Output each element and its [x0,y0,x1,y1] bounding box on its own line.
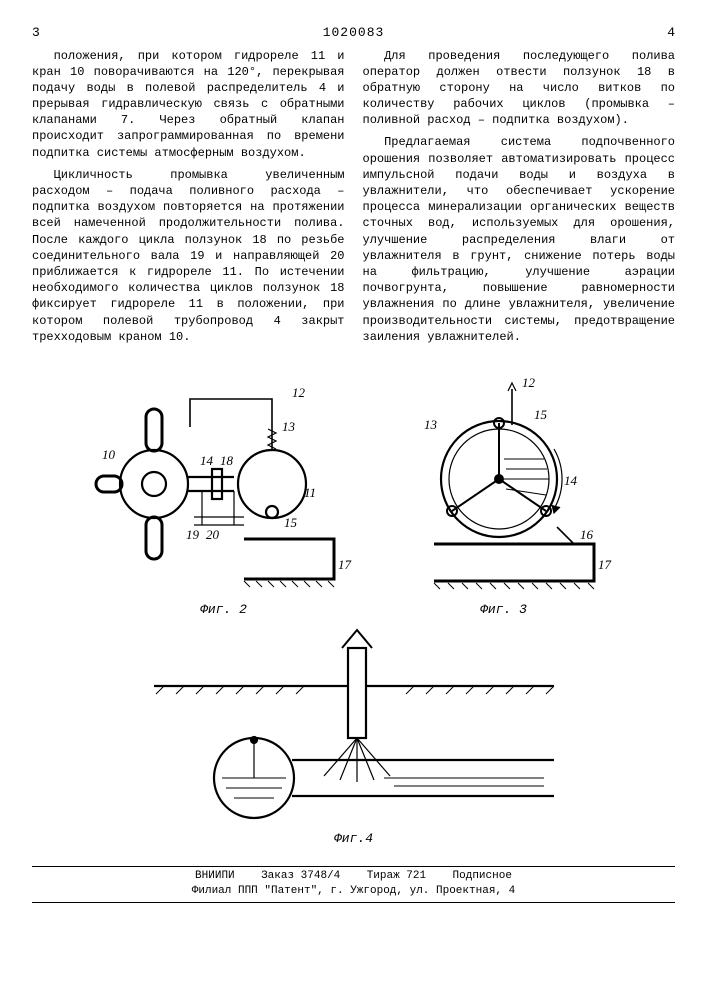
imprint-tirazh: Тираж 721 [367,870,426,882]
callout-11: 11 [304,485,316,500]
figure-3: 12 13 14 15 16 17 Фиг. 3 [394,369,614,619]
callout-17: 17 [338,557,352,572]
callout-18: 18 [220,453,234,468]
page-header: 3 1020083 4 [32,24,675,42]
column-right: Для проведения последующего полива опера… [363,48,676,351]
figures-area: 10 11 12 13 14 15 17 18 19 20 Фиг. 2 [32,369,675,848]
callout-16b: 16 [580,527,594,542]
imprint-line1: ВНИИПИ Заказ 3748/4 Тираж 721 Подписное [32,869,675,884]
para-l1: положения, при котором гидрореле 11 и кр… [32,48,345,161]
callout-15b: 15 [534,407,548,422]
callout-12b: 12 [522,375,536,390]
callout-13b: 13 [424,417,438,432]
callout-14b: 14 [564,473,578,488]
callout-15: 15 [284,515,298,530]
callout-17b: 17 [598,557,612,572]
para-l2: Цикличность промывка увеличенным расходо… [32,167,345,345]
callout-10: 10 [102,447,116,462]
figure-4: Фиг.4 [144,628,564,848]
figure-2-caption: Фиг. 2 [94,601,354,619]
callout-20: 20 [206,527,220,542]
figures-row-top: 10 11 12 13 14 15 17 18 19 20 Фиг. 2 [94,369,614,619]
figure-2-svg: 10 11 12 13 14 15 17 18 19 20 [94,369,354,599]
figure-4-svg [144,628,564,828]
text-columns: положения, при котором гидрореле 11 и кр… [32,48,675,351]
imprint-org: ВНИИПИ [195,870,235,882]
patent-number: 1020083 [40,24,667,42]
figure-3-caption: Фиг. 3 [394,601,614,619]
page-number-left: 3 [32,24,40,42]
callout-14: 14 [200,453,214,468]
figure-4-caption: Фиг.4 [144,830,564,848]
figure-2: 10 11 12 13 14 15 17 18 19 20 Фиг. 2 [94,369,354,619]
column-left: положения, при котором гидрореле 11 и кр… [32,48,345,351]
imprint-order: Заказ 3748/4 [261,870,340,882]
callout-12: 12 [292,385,306,400]
imprint-block: ВНИИПИ Заказ 3748/4 Тираж 721 Подписное … [32,866,675,903]
callout-19: 19 [186,527,200,542]
imprint-line2: Филиал ППП "Патент", г. Ужгород, ул. Про… [32,884,675,899]
page-number-right: 4 [667,24,675,42]
para-r1: Для проведения последующего полива опера… [363,48,676,129]
callout-13: 13 [282,419,296,434]
imprint-sub: Подписное [453,870,512,882]
para-r2: Предлагаемая система подпочвенного ороше… [363,134,676,344]
figure-3-svg: 12 13 14 15 16 17 [394,369,614,599]
